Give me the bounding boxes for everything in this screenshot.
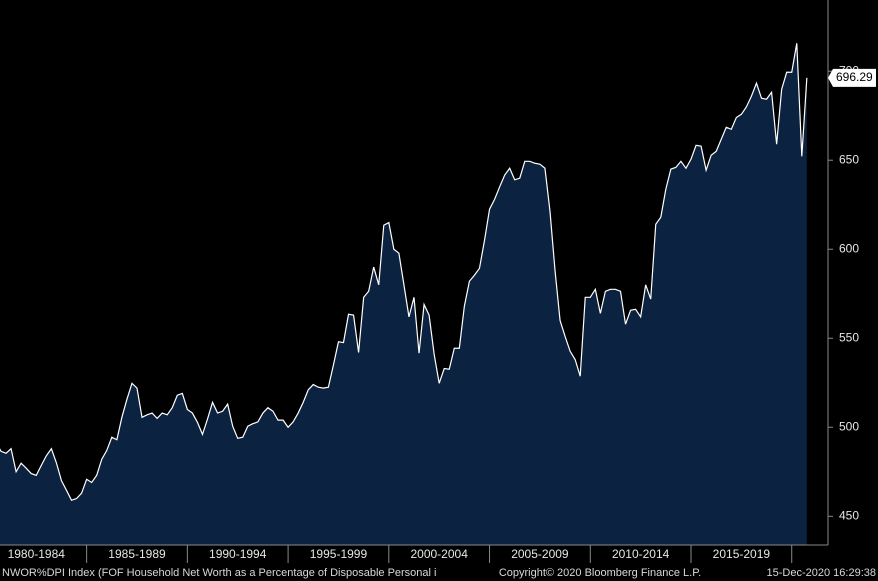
x-tick-label: 2010-2014	[612, 547, 670, 561]
y-tick-label: 500	[839, 419, 859, 433]
copyright: Copyright© 2020 Bloomberg Finance L.P.	[499, 567, 701, 579]
x-tick-label: 2000-2004	[410, 547, 468, 561]
line	[0, 43, 808, 502]
y-tick-label: 600	[839, 241, 859, 255]
y-tick-label: 550	[839, 330, 859, 344]
y-tick-label: 650	[839, 152, 859, 166]
area	[0, 43, 807, 545]
x-tick-label: 2005-2009	[511, 547, 569, 561]
x-tick-label: 1980-1984	[8, 547, 66, 561]
x-tick-label: 1995-1999	[310, 547, 368, 561]
x-tick-label: 2015-2019	[713, 547, 771, 561]
x-tick-label: 1990-1994	[209, 547, 267, 561]
plot-area	[0, 43, 808, 545]
source: NWOR%DPI Index (FOF Household Net Worth …	[2, 567, 436, 579]
last-value-box	[828, 68, 876, 87]
timestamp: 15-Dec-2020 16:29:38	[767, 567, 876, 579]
y-tick-label: 450	[839, 508, 859, 522]
x-tick-label: 1985-1989	[108, 547, 166, 561]
last-value-label: 696.29	[836, 70, 873, 84]
